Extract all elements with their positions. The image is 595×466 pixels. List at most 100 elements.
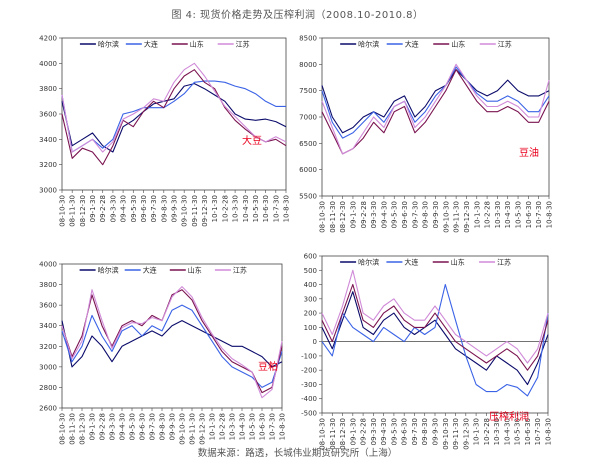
y-tick-label: 3400: [39, 322, 57, 330]
x-tick-label: 10-4-30: [504, 201, 512, 228]
x-tick-label: 10-1-30: [473, 201, 481, 228]
x-tick-label: 08-12-30: [339, 418, 347, 450]
series-line-2: [61, 69, 287, 166]
legend-label: 大连: [404, 258, 418, 267]
y-tick-label: 2800: [39, 384, 57, 392]
x-tick-label: 10-5-30: [514, 418, 522, 445]
chart-annotation: 豆油: [519, 146, 539, 159]
x-tick-label: 09-7-30: [411, 418, 419, 445]
y-tick-label: 300: [304, 295, 317, 303]
x-tick-label: 09-8-30: [421, 418, 429, 445]
legend-label: 哈尔滨: [98, 40, 119, 49]
x-tick-label: 09-9-30: [432, 201, 440, 228]
y-tick-label: -200: [301, 367, 317, 375]
x-tick-label: 10-3-30: [493, 418, 501, 445]
x-tick-label: 09-3-30: [109, 195, 117, 222]
x-tick-label: 10-8-30: [546, 201, 554, 228]
legend-label: 山东: [188, 266, 202, 275]
x-tick-label: 09-5-30: [130, 195, 138, 222]
x-tick-label: 10-8-30: [283, 195, 291, 222]
y-tick-label: 3200: [39, 161, 57, 169]
legend-label: 哈尔滨: [358, 40, 379, 49]
x-tick-label: 08-10-30: [59, 195, 67, 227]
series-line-3: [321, 63, 550, 155]
y-tick-label: 3000: [39, 363, 57, 371]
x-tick-label: 09-1-30: [89, 195, 97, 222]
series-line-2: [321, 69, 550, 155]
x-tick-label: 10-4-30: [242, 195, 250, 222]
x-tick-label: 10-6-30: [525, 201, 533, 228]
x-tick-label: 09-9-30: [171, 195, 179, 222]
x-tick-label: 09-7-30: [411, 201, 419, 228]
x-tick-label: 08-11-30: [69, 195, 77, 227]
x-tick-label: 09-7-30: [150, 195, 158, 222]
series-line-1: [321, 283, 549, 397]
x-tick-label: 09-10-30: [442, 418, 450, 450]
x-tick-label: 09-10-30: [442, 201, 450, 233]
x-tick-label: 09-6-30: [401, 418, 409, 445]
x-tick-label: 08-10-30: [59, 413, 67, 445]
y-tick-label: 100: [304, 324, 317, 332]
legend-label: 江苏: [498, 40, 512, 49]
y-tick-label: 2600: [39, 405, 57, 413]
chart-annotation: 豆粕: [258, 360, 278, 373]
x-tick-label: 10-6-30: [262, 195, 270, 222]
x-tick-label: 10-6-30: [259, 413, 267, 440]
x-tick-label: 08-10-30: [319, 201, 327, 233]
x-tick-label: 10-4-30: [239, 413, 247, 440]
y-tick-label: 3600: [39, 111, 57, 119]
x-tick-label: 09-4-30: [120, 195, 128, 222]
legend-label: 江苏: [233, 266, 247, 275]
x-tick-label: 09-2-28: [99, 413, 107, 440]
y-tick-label: -500: [301, 410, 317, 418]
legend-label: 江苏: [497, 258, 511, 267]
x-tick-label: 10-2-28: [483, 418, 491, 445]
x-tick-label: 08-12-30: [339, 201, 347, 233]
x-tick-label: 10-3-30: [494, 201, 502, 228]
y-tick-label: 5500: [299, 193, 317, 201]
series-line-1: [61, 80, 286, 153]
x-tick-label: 10-5-30: [252, 195, 260, 222]
series-line-3: [321, 269, 549, 364]
y-tick-label: 8000: [299, 61, 317, 69]
x-tick-label: 08-10-30: [319, 418, 327, 450]
series-line-2: [61, 289, 283, 394]
x-tick-label: 09-6-30: [140, 195, 148, 222]
x-tick-label: 10-2-28: [484, 201, 492, 228]
y-tick-label: 4000: [39, 261, 57, 269]
x-tick-label: 10-7-30: [535, 201, 543, 228]
y-tick-label: 4000: [39, 60, 57, 68]
x-tick-label: 09-10-30: [179, 413, 187, 445]
y-tick-label: 500: [304, 267, 317, 275]
x-tick-label: 10-3-30: [229, 413, 237, 440]
series-line-1: [61, 304, 283, 388]
x-tick-label: 08-11-30: [329, 418, 337, 450]
x-tick-label: 09-11-30: [189, 413, 197, 445]
x-tick-label: 09-3-30: [370, 201, 378, 228]
y-tick-label: 3200: [39, 343, 57, 351]
x-tick-label: 09-4-30: [380, 418, 388, 445]
y-tick-label: 8500: [299, 35, 317, 43]
x-tick-label: 08-11-30: [69, 413, 77, 445]
x-tick-label: 09-10-30: [181, 195, 189, 227]
x-tick-label: 10-2-28: [219, 413, 227, 440]
x-tick-label: 09-3-30: [109, 413, 117, 440]
x-tick-label: 09-3-30: [370, 418, 378, 445]
x-tick-label: 10-7-30: [534, 418, 542, 445]
y-tick-label: 600: [304, 253, 317, 261]
x-tick-label: 10-1-30: [211, 195, 219, 222]
series-line-0: [321, 291, 549, 386]
y-tick-label: 3600: [39, 302, 57, 310]
legend-label: 哈尔滨: [358, 258, 379, 267]
soymeal-price-chart: 2600 2800 3000 3200 3400 3600 3800 4000 08-10-30…: [39, 261, 287, 445]
figure-title: 图 4: 现货价格走势及压榨利润（2008.10-2010.8）: [171, 10, 424, 21]
series-line-1: [321, 66, 550, 139]
x-tick-label: 10-8-30: [279, 413, 287, 440]
x-tick-label: 09-12-30: [201, 195, 209, 227]
legend-label: 江苏: [236, 40, 250, 49]
x-tick-label: 08-11-30: [329, 201, 337, 233]
y-tick-label: 3800: [39, 281, 57, 289]
x-tick-label: 10-7-30: [269, 413, 277, 440]
